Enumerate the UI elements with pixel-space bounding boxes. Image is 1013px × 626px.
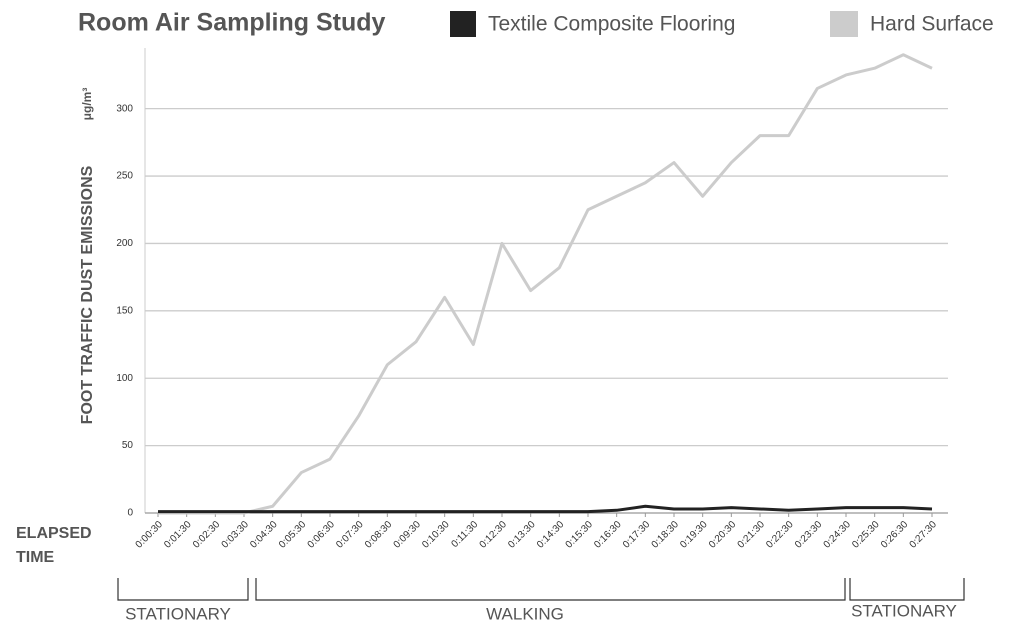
y-tick-label: 250 (116, 171, 133, 182)
bracket (255, 578, 846, 601)
legend-swatch (450, 11, 476, 37)
x-tick-label: 0:24:30 (822, 519, 854, 551)
annotation: WALKING (486, 604, 564, 623)
line-series (158, 504, 933, 514)
y-tick-label: 0 (127, 508, 133, 519)
legend-swatch (830, 11, 858, 37)
x-tick-label: 0:02:30 (191, 519, 223, 551)
x-axis-label: TIME (16, 549, 55, 566)
y-tick-label: 150 (116, 305, 133, 316)
x-tick-label: 0:17:30 (621, 519, 653, 551)
brackets (117, 578, 965, 601)
y-tick-label: 300 (116, 103, 133, 114)
x-tick-label: 0:10:30 (420, 519, 452, 551)
x-tick-label: 0:20:30 (707, 519, 739, 551)
x-tick-label: 0:11:30 (449, 519, 480, 550)
y-tick-label: 200 (116, 238, 133, 249)
x-tick-label: 0:13:30 (506, 519, 538, 551)
annotation: STATIONARY (851, 601, 957, 620)
x-tick-label: 0:07:30 (334, 519, 366, 551)
y-tick-label: 50 (122, 440, 134, 451)
x-tick-label: 0:23:30 (793, 519, 825, 551)
legend-label: Textile Composite Flooring (488, 13, 735, 36)
x-tick-label: 0:22:30 (764, 519, 796, 551)
bracket (117, 578, 249, 601)
x-tick-label: 0:01:30 (162, 519, 194, 551)
x-tick-label: 0:00:30 (134, 519, 166, 551)
x-tick-label: 0:06:30 (306, 519, 338, 551)
x-tick-label: 0:04:30 (248, 519, 280, 551)
y-axis-unit: μg/m³ (80, 88, 94, 121)
x-tick-label: 0:26:30 (879, 519, 911, 551)
x-tick-label: 0:21:30 (736, 519, 768, 551)
x-tick-label: 0:16:30 (592, 519, 624, 551)
x-tick-label: 0:12:30 (478, 519, 510, 551)
x-tick-label: 0:15:30 (564, 519, 596, 551)
line-series (158, 53, 933, 515)
annotation: STATIONARY (125, 604, 231, 623)
y-tick-label: 100 (116, 373, 133, 384)
x-tick-label: 0:09:30 (392, 519, 424, 551)
x-tick-label: 0:18:30 (650, 519, 682, 551)
bracket (849, 578, 965, 601)
x-tick-label: 0:27:30 (908, 519, 940, 551)
y-axis-label: FOOT TRAFFIC DUST EMISSIONS (79, 165, 96, 424)
chart-title: Room Air Sampling Study (78, 9, 386, 37)
x-tick-label: 0:05:30 (277, 519, 309, 551)
x-tick-label: 0:03:30 (220, 519, 252, 551)
x-tick-label: 0:08:30 (363, 519, 395, 551)
x-axis-label: ELAPSED (16, 525, 92, 542)
x-tick-label: 0:19:30 (678, 519, 710, 551)
legend-label: Hard Surface (870, 13, 994, 36)
x-tick-label: 0:25:30 (850, 519, 882, 551)
x-tick-label: 0:14:30 (535, 519, 567, 551)
